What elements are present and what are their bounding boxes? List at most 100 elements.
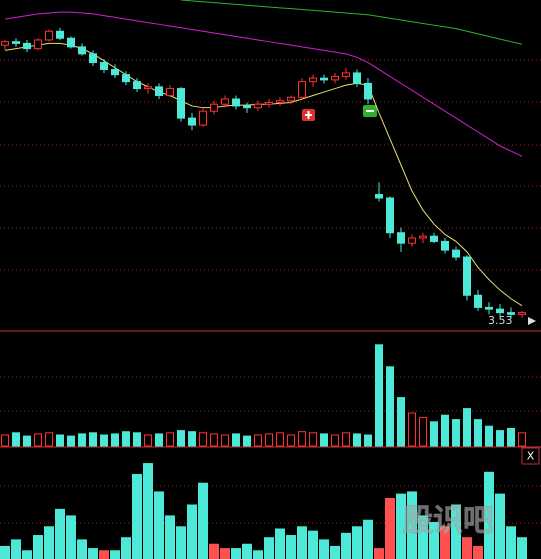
indicator-bar <box>33 535 43 559</box>
indicator-bar <box>11 539 21 559</box>
volume-bar <box>56 434 64 447</box>
indicator-bar <box>396 493 406 559</box>
signal-sell <box>363 105 377 117</box>
indicator-bar <box>297 526 307 559</box>
candle-body <box>210 103 218 112</box>
volume-bar <box>111 433 119 447</box>
candle-body <box>111 68 119 76</box>
indicator-bar <box>165 515 175 559</box>
candle-body <box>232 98 240 107</box>
volume-bar <box>518 432 526 447</box>
volume-bar <box>430 421 438 447</box>
candle-body <box>331 75 339 81</box>
moving-average <box>180 0 523 45</box>
volume-bar <box>397 397 405 447</box>
volume-bar <box>78 433 86 447</box>
volume-bar <box>1 434 9 447</box>
volume-bar <box>298 431 306 447</box>
watermark: 股识吧 <box>403 504 493 539</box>
indicator-bar <box>462 537 472 559</box>
volume-bar <box>210 433 218 447</box>
volume-bar <box>265 433 273 447</box>
candle-body <box>353 72 361 84</box>
volume-bar <box>177 430 185 447</box>
indicator-bar <box>308 530 318 559</box>
candle-body <box>199 110 207 126</box>
volume-bar <box>166 432 174 447</box>
volume-bar <box>155 433 163 447</box>
volume-bar <box>496 430 504 447</box>
volume-bar <box>386 366 394 447</box>
indicator-bar <box>440 526 450 559</box>
candle-body <box>463 256 471 296</box>
signal-buy <box>302 109 315 121</box>
volume-bar <box>100 434 108 447</box>
indicator-bar <box>209 543 219 559</box>
volume-bar <box>221 434 229 447</box>
candle-body <box>133 81 141 90</box>
candle-body <box>177 88 185 119</box>
volume-bar <box>452 419 460 447</box>
candle-body <box>12 41 20 44</box>
close-button-label[interactable]: X <box>527 450 535 463</box>
candle-body <box>364 82 372 100</box>
volume-bar <box>232 433 240 447</box>
indicator-bar <box>22 550 32 559</box>
volume-bar <box>12 432 20 447</box>
candle-body <box>166 88 174 97</box>
candle-body <box>45 30 53 41</box>
volume-bar <box>474 419 482 447</box>
candle-body <box>518 312 526 315</box>
candle-body <box>375 194 383 199</box>
volume-bar <box>144 434 152 447</box>
volume-bar <box>133 432 141 447</box>
indicator-bar <box>374 548 384 559</box>
indicator-bar <box>121 537 131 559</box>
indicator-bar <box>176 526 186 559</box>
volume-bar <box>276 432 284 447</box>
candle-body <box>507 312 515 315</box>
indicator-bar <box>264 537 274 559</box>
moving-average <box>4 42 523 307</box>
candle-body <box>254 103 262 109</box>
candle-body <box>276 100 284 103</box>
indicator-bar <box>473 545 483 559</box>
indicator-bar <box>341 532 351 559</box>
volume-bar <box>419 416 427 447</box>
indicator-bar <box>517 537 527 559</box>
indicator-bar <box>231 548 241 559</box>
indicator-bar <box>143 463 153 559</box>
indicator-bar <box>220 548 230 559</box>
indicator-bar <box>55 508 65 559</box>
indicator-bar <box>44 526 54 559</box>
candle-body <box>408 237 416 244</box>
indicator-bar <box>154 491 164 559</box>
volume-bar <box>199 432 207 447</box>
candle-body <box>496 308 504 314</box>
volume-bar <box>67 435 75 447</box>
candle-body <box>397 232 405 244</box>
volume-bar <box>353 433 361 447</box>
volume-bar <box>485 425 493 447</box>
volume-bar <box>441 414 449 447</box>
volume-bar <box>331 434 339 447</box>
last-price-arrow <box>528 317 536 325</box>
volume-bar <box>89 432 97 447</box>
indicator-bar <box>66 515 76 559</box>
indicator-bar <box>363 519 373 559</box>
candle-body <box>430 235 438 242</box>
volume-bar <box>45 432 53 447</box>
candle-body <box>155 86 163 97</box>
candle-body <box>386 197 394 234</box>
indicator-bar <box>495 493 505 559</box>
candle-body <box>1 41 9 46</box>
volume-bar <box>463 408 471 447</box>
candle-body <box>320 77 328 81</box>
candle-body <box>309 77 317 83</box>
close-button[interactable] <box>521 447 540 465</box>
volume-bar <box>364 434 372 447</box>
candle-body <box>34 39 42 50</box>
indicator-bar <box>319 539 329 559</box>
